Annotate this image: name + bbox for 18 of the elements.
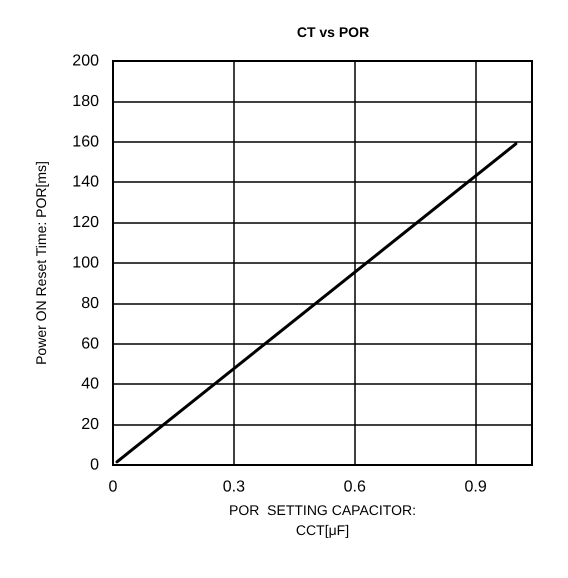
y-tick-label: 80 — [81, 294, 100, 312]
x-axis-title: POR SETTING CAPACITOR: CCT[μF] — [229, 502, 416, 538]
x-tick-label: 0.3 — [222, 478, 246, 496]
y-tick-label: 180 — [72, 92, 100, 110]
y-tick-label: 120 — [72, 214, 100, 232]
x-tick-label: 0 — [108, 478, 118, 496]
y-tick-label: 20 — [81, 416, 100, 434]
x-tick-label: 0.9 — [464, 478, 487, 496]
y-tick-label: 0 — [90, 456, 100, 474]
y-tick-label: 160 — [72, 133, 100, 150]
y-tick-label: 100 — [72, 254, 100, 272]
y-tick-label: 200 — [72, 52, 100, 70]
y-axis-title: Power ON Reset Time: POR[ms] — [33, 161, 49, 365]
y-tick-label: 140 — [72, 174, 100, 191]
x-tick-label: 0.6 — [344, 478, 366, 496]
chart-title: CT vs POR — [296, 24, 370, 40]
y-tick-label: 40 — [81, 376, 100, 393]
y-tick-label: 60 — [81, 335, 100, 352]
